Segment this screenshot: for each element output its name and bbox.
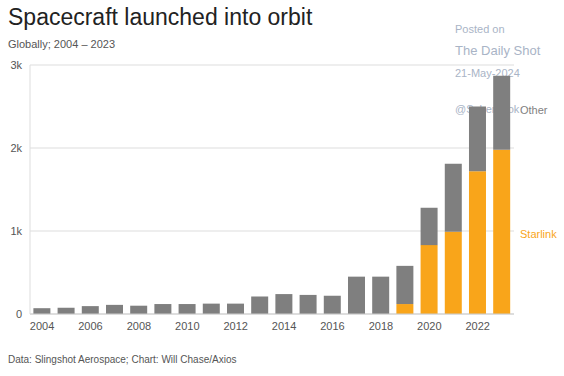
html-text:The Daily Shot: The Daily Shot [455, 43, 541, 58]
html-text:Data: Slingshot Aerospace; Cha: Data: Slingshot Aerospace; Chart: Will C… [8, 354, 237, 365]
svg-text:2010: 2010 [175, 320, 199, 332]
html-text:Posted on: Posted on [455, 23, 505, 35]
svg-text:3k: 3k [10, 59, 22, 71]
html-text:Globally; 2004 – 2023: Globally; 2004 – 2023 [8, 38, 115, 50]
svg-text:0: 0 [16, 308, 22, 320]
svg-text:2022: 2022 [465, 320, 489, 332]
svg-text:2008: 2008 [127, 320, 151, 332]
svg-text:1k: 1k [10, 225, 22, 237]
svg-text:2014: 2014 [272, 320, 296, 332]
svg-text:2016: 2016 [320, 320, 344, 332]
svg-text:2006: 2006 [78, 320, 102, 332]
html-text:21-May-2024: 21-May-2024 [455, 67, 520, 79]
svg-text:2k: 2k [10, 142, 22, 154]
svg-text:2012: 2012 [223, 320, 247, 332]
html-text:Other: Other [520, 104, 548, 116]
svg-text:2004: 2004 [30, 320, 54, 332]
html-text:Starlink: Starlink [520, 228, 557, 240]
svg-text:2020: 2020 [417, 320, 441, 332]
html-text:@SoberLook: @SoberLook [455, 103, 520, 115]
html-text:Spacecraft launched into orbit: Spacecraft launched into orbit [8, 4, 313, 30]
svg-text:2018: 2018 [369, 320, 393, 332]
